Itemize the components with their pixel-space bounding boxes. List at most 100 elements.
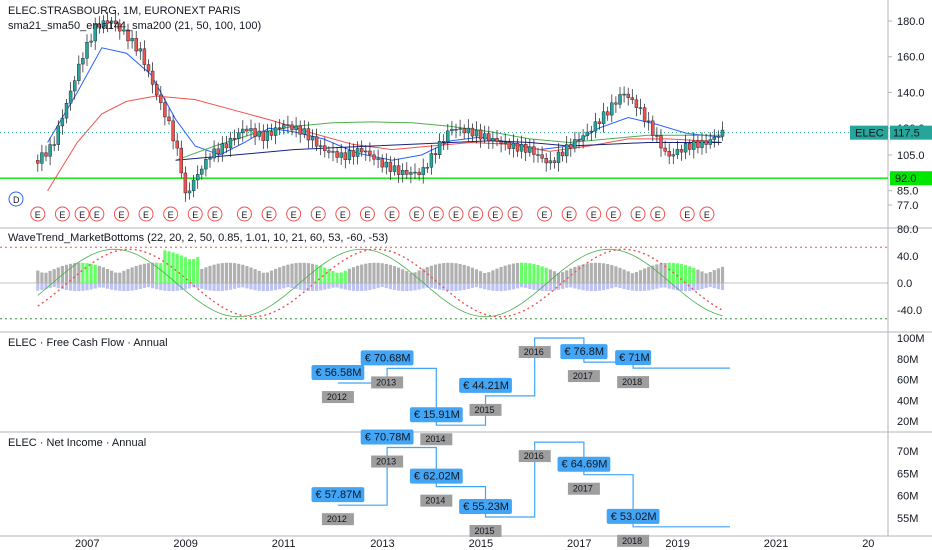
earnings-marker-label: E (704, 210, 710, 220)
wt-blue-area (257, 283, 261, 291)
earnings-marker-label: E (94, 210, 100, 220)
wt-blue-area (688, 283, 692, 292)
wt-blue-area (405, 283, 409, 292)
wt-histogram-bar (626, 271, 630, 283)
candle-body (48, 144, 52, 157)
candle-body (405, 170, 409, 175)
candle-body (81, 58, 85, 65)
earnings-marker-label: E (192, 210, 198, 220)
price-pane[interactable]: 180.0160.0140.0120.0105.085.077.092.0ELE… (8, 11, 932, 222)
wt-blue-area (105, 283, 110, 289)
support-level-tag-text: 92.0 (895, 173, 916, 185)
wt-histogram-bar (696, 269, 700, 283)
price-tick-label: 140.0 (897, 87, 925, 99)
wt-blue-area (310, 283, 315, 292)
wt-histogram-bar (684, 265, 688, 283)
time-axis-label: 2015 (469, 538, 493, 550)
step-tick-label: 70M (897, 446, 918, 458)
value-bubble-text: € 71M (619, 352, 650, 364)
free-cash-flow-pane[interactable]: 100M 80M 60M 40M 20M 2012 € 56.58M 2013 € 70.68M… (311, 333, 925, 446)
earnings-marker (561, 206, 577, 222)
candle-body (327, 150, 331, 153)
price-tick-label: 160.0 (897, 52, 925, 64)
wt-blue-area (69, 283, 73, 291)
wt-histogram-bar (237, 263, 241, 283)
wt-histogram-bar (421, 268, 425, 283)
year-box (518, 346, 551, 358)
candle-body (294, 125, 298, 131)
wt-histogram-bar (110, 270, 114, 283)
dividend-marker-label: D (13, 195, 20, 205)
wt-blue-area (556, 283, 561, 290)
candle-body (548, 160, 552, 164)
wt-blue-area (638, 283, 643, 292)
wt-blue-area (269, 283, 274, 291)
wt-blue-area (561, 283, 565, 289)
value-bubble (360, 350, 414, 366)
wt-histogram-bar (442, 263, 446, 283)
candle-body (150, 70, 155, 85)
wt-blue-area (392, 283, 397, 291)
wt-histogram-bar (48, 270, 52, 283)
candle-body (269, 131, 274, 136)
wt-blue-area (200, 283, 204, 289)
wt-blue-area (364, 283, 368, 291)
wt-blue-area (520, 283, 524, 288)
candle-body (630, 97, 634, 100)
wt-histogram-bar (52, 269, 56, 283)
wt-blue-area (286, 283, 290, 288)
price-tick-label: 85.0 (897, 186, 918, 198)
wt-blue-area (167, 283, 171, 292)
candle-body (429, 153, 434, 168)
wt-histogram-bar (446, 262, 450, 283)
candle-body (589, 130, 593, 133)
wt-blue-area (581, 283, 585, 291)
earnings-marker-label: E (143, 210, 149, 220)
value-bubble (459, 377, 512, 393)
wt-histogram-bar (315, 264, 319, 283)
candle-body (286, 124, 290, 126)
wt-blue-area (224, 283, 228, 291)
candle-body (130, 38, 134, 42)
wt-histogram-bar (454, 263, 458, 283)
wt-histogram-bar (208, 265, 212, 283)
wt-histogram-bar (179, 255, 183, 283)
candle-body (544, 158, 548, 164)
wt-histogram-bar (577, 265, 581, 283)
candle-body (540, 154, 544, 159)
wt-blue-area (589, 283, 593, 292)
wt-histogram-bar (720, 266, 725, 283)
candle-body (437, 141, 442, 156)
wavetrend-pane[interactable]: 80.0 40.0 0.0 -40.0 (0, 224, 922, 320)
candle-body (60, 117, 65, 127)
candle-body (433, 153, 438, 156)
candle-body (417, 171, 421, 175)
wt-blue-area (602, 283, 606, 291)
wt-blue-area (532, 283, 536, 290)
net-income-pane[interactable]: 70M 65M 60M 55M 2012 € 57.87M 2013 € 70.78M 2014… (311, 429, 919, 547)
earnings-marker (448, 206, 464, 222)
value-bubble (560, 344, 608, 360)
wt-histogram-bar (573, 266, 577, 283)
candle-body (392, 165, 397, 172)
wt-histogram-bar (565, 270, 569, 283)
wt-histogram-bar (294, 263, 298, 283)
wt-slow-line (37, 248, 723, 318)
candle-body (134, 38, 138, 52)
wt-blue-area (397, 283, 401, 291)
candle-body (483, 133, 487, 140)
candle-body (200, 168, 204, 175)
wt-histogram-bar (675, 263, 679, 283)
wt-blue-area (142, 283, 146, 289)
time-axis[interactable]: 2007 2009 2011 2013 2015 2017 2019 2021 20 (75, 538, 874, 550)
candle-body (626, 93, 630, 98)
wt-blue-area (577, 283, 581, 290)
earnings-marker (310, 206, 326, 222)
wt-histogram-bar (487, 272, 491, 283)
earnings-marker-label: E (266, 210, 272, 220)
wt-histogram-bar (216, 263, 220, 283)
wt-blue-area (716, 283, 720, 290)
earnings-marker (630, 206, 646, 222)
time-axis-label: 2013 (370, 538, 394, 550)
